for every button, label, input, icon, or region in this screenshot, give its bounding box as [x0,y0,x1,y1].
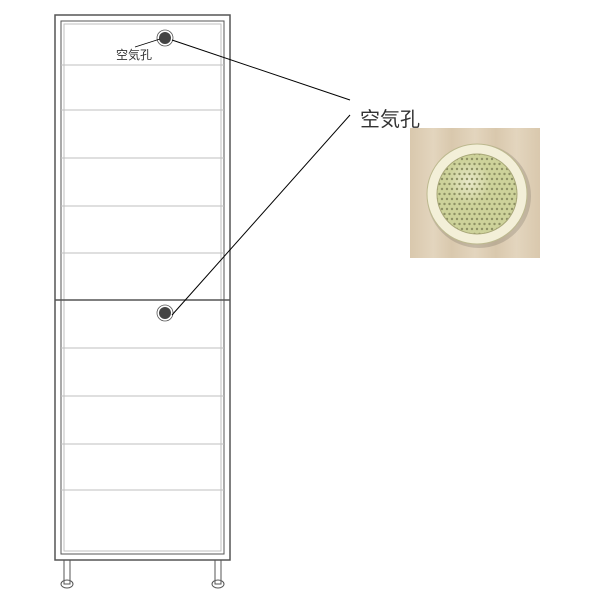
cabinet-line-drawing [0,0,600,600]
vent-hole-photo-inset [410,128,540,258]
vent-hole-small-label: 空気孔 [116,46,152,63]
diagram-stage: 空気孔 空気孔 [0,0,600,600]
